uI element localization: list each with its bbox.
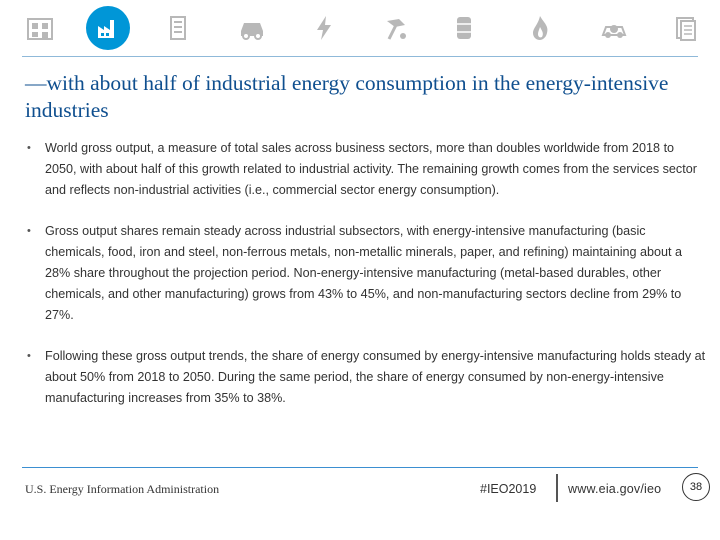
coal-icon[interactable] [378, 10, 414, 46]
footer-separator [556, 474, 558, 502]
page-number: 38 [682, 473, 710, 501]
bullet-list: World gross output, a measure of total s… [27, 138, 707, 429]
footer-hashtag: #IEO2019 [480, 482, 537, 496]
sector-icon-bar [0, 0, 720, 56]
footer-org: U.S. Energy Information Administration [25, 482, 220, 496]
natural-gas-icon[interactable] [522, 10, 558, 46]
renewables-icon[interactable] [596, 10, 632, 46]
bullet-item: Following these gross output trends, the… [27, 346, 707, 409]
footer-divider [22, 467, 698, 468]
bullet-item: World gross output, a measure of total s… [27, 138, 707, 201]
footer-url-link[interactable]: www.eia.gov/ieo [568, 482, 662, 496]
report-icon[interactable] [668, 10, 704, 46]
commercial-icon[interactable] [160, 10, 196, 46]
transportation-icon[interactable] [234, 10, 270, 46]
electricity-icon[interactable] [306, 10, 342, 46]
bullet-item: Gross output shares remain steady across… [27, 221, 707, 326]
slide-title: —with about half of industrial energy co… [25, 71, 669, 122]
header-divider [22, 56, 698, 57]
industrial-icon[interactable] [86, 6, 130, 50]
petroleum-icon[interactable] [446, 10, 482, 46]
residential-icon[interactable] [22, 10, 58, 46]
